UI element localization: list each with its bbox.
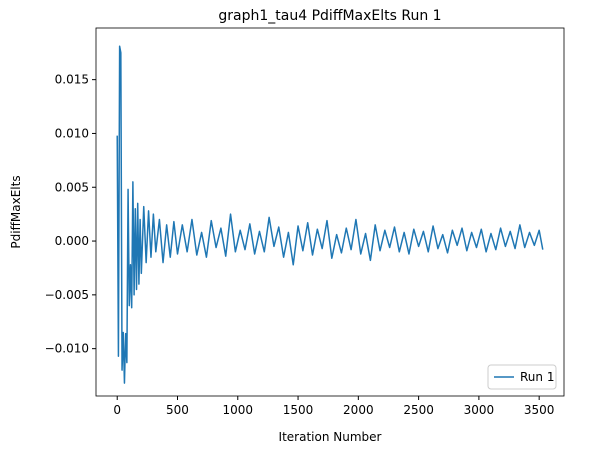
y-tick-label: 0.015: [55, 73, 89, 87]
y-tick-label: 0.010: [55, 126, 89, 140]
x-tick-label: 2500: [403, 403, 434, 417]
x-tick-label: 3000: [464, 403, 495, 417]
x-tick-label: 500: [166, 403, 189, 417]
line: [116, 45, 544, 384]
chart-title: graph1_tau4 PdiffMaxElts Run 1: [218, 8, 441, 24]
legend-box: [487, 364, 557, 390]
y-tick-label: 0.000: [55, 234, 89, 248]
x-axis-label: Iteration Number: [279, 430, 382, 444]
plot-frame: [95, 27, 565, 397]
x-tick-label: 2000: [343, 403, 374, 417]
legend-label: Run 1: [520, 370, 554, 384]
y-tick-label: 0.005: [55, 180, 89, 194]
x-tick-label: 1000: [223, 403, 254, 417]
x-tick-label: 3500: [524, 403, 555, 417]
y-tick-label: −0.005: [45, 288, 89, 302]
y-tick-label: −0.010: [45, 342, 89, 356]
y-axis-label: PdiffMaxElts: [9, 175, 23, 248]
x-tick-label: 0: [113, 403, 121, 417]
x-tick-label: 1500: [283, 403, 314, 417]
